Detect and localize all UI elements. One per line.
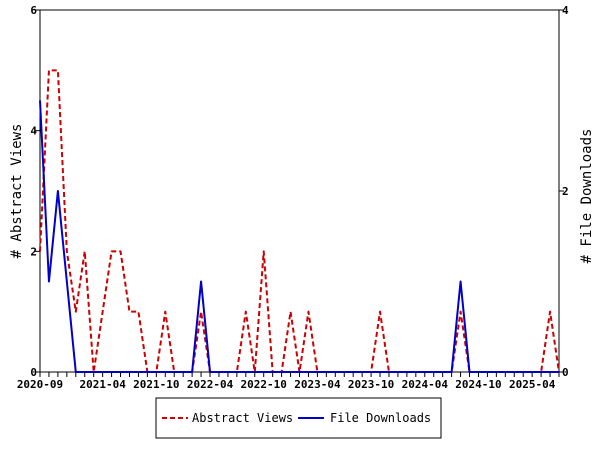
x-tick-label: 2024-04: [402, 378, 449, 391]
legend-label-file-downloads: File Downloads: [330, 411, 431, 425]
x-tick-label: 2021-10: [133, 378, 179, 391]
x-tick-label: 2023-10: [348, 378, 394, 391]
legend-label-abstract-views: Abstract Views: [192, 411, 293, 425]
x-tick-label: 2020-09: [17, 378, 63, 391]
y-left-tick-label: 2: [30, 245, 37, 258]
y-left-tick-label: 0: [30, 366, 37, 379]
y-left-tick-label: 4: [30, 125, 37, 138]
legend: Abstract Views File Downloads: [155, 397, 442, 439]
plot-area: [39, 9, 560, 373]
y-right-tick-label: 2: [562, 185, 569, 198]
x-tick-label: 2022-10: [241, 378, 287, 391]
y-axis-title-left: # Abstract Views: [9, 124, 25, 259]
x-tick-label: 2024-10: [455, 378, 501, 391]
x-tick-label: 2025-04: [509, 378, 556, 391]
x-tick-label: 2023-04: [294, 378, 341, 391]
y-left-tick-label: 6: [30, 4, 37, 17]
y-axis-title-right: # File Downloads: [579, 129, 595, 264]
x-tick-label: 2021-04: [79, 378, 126, 391]
x-tick-label: 2022-04: [187, 378, 234, 391]
y-right-tick-label: 0: [562, 366, 569, 379]
y-right-tick-label: 4: [562, 4, 569, 17]
